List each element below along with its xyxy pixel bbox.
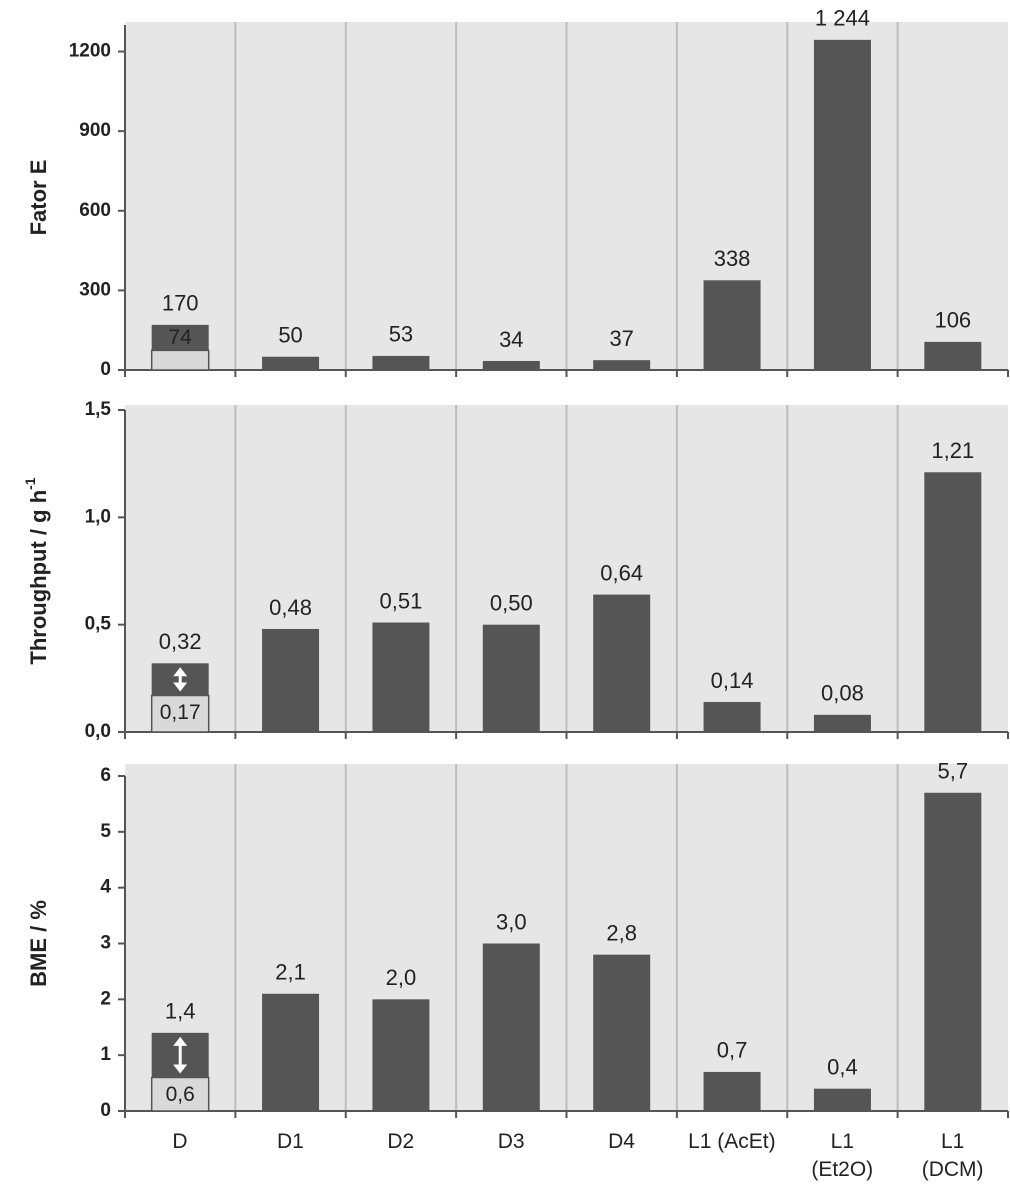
y-tick-label: 3 <box>100 933 111 954</box>
value-label: 0,32 <box>159 629 202 654</box>
x-tick-label: D4 <box>608 1130 635 1153</box>
value-label: 2,1 <box>275 960 306 985</box>
value-label: 106 <box>934 308 971 333</box>
bar <box>703 701 761 732</box>
bar <box>482 943 540 1111</box>
value-label: 2,8 <box>606 920 637 945</box>
value-label: 0,14 <box>711 668 754 693</box>
y-axis-label: Throughput / g h-1 <box>22 477 51 664</box>
value-label: 2,0 <box>386 965 417 990</box>
inner-value-label: 0,6 <box>166 1083 195 1106</box>
y-tick-label: 300 <box>79 279 111 300</box>
y-tick-label: 1 <box>100 1044 111 1065</box>
y-tick-label: 0,5 <box>85 614 112 635</box>
bar <box>262 993 320 1111</box>
value-label: 0,7 <box>717 1038 748 1063</box>
bar <box>593 360 651 370</box>
x-tick-label: D3 <box>497 1130 525 1153</box>
x-tick-label: D <box>172 1130 188 1153</box>
bar <box>262 628 320 732</box>
y-tick-label: 0 <box>100 1100 111 1121</box>
bar <box>372 999 430 1111</box>
y-tick-label: 1,5 <box>85 399 112 420</box>
inner-bar <box>150 1076 210 1112</box>
x-tick-label: L1 (DCM) <box>921 1130 984 1181</box>
inner-bar <box>150 694 210 733</box>
y-tick-label: 1200 <box>69 41 111 62</box>
arrow-head <box>173 682 188 692</box>
bar <box>593 954 651 1111</box>
y-axis-label: Fator E <box>26 160 51 236</box>
x-tick-label: L1 (AcEt) <box>688 1130 776 1153</box>
value-label: 53 <box>389 322 413 347</box>
value-label: 1 244 <box>815 6 870 31</box>
y-axis-label: BME / % <box>26 900 51 987</box>
x-tick-label: D2 <box>387 1130 415 1153</box>
bar <box>703 280 761 370</box>
value-label: 37 <box>609 326 633 351</box>
x-tick-label: D1 <box>276 1130 304 1153</box>
value-label: 0,64 <box>600 560 643 585</box>
value-label: 170 <box>162 291 199 316</box>
bar <box>813 714 871 732</box>
value-label: 0,48 <box>269 595 312 620</box>
bar <box>482 360 540 370</box>
y-axis-label-superscript: -1 <box>22 477 38 490</box>
bar <box>372 355 430 370</box>
value-label: 50 <box>278 323 302 348</box>
bar <box>813 1088 871 1111</box>
bar <box>372 622 430 732</box>
y-tick-label: 6 <box>100 765 111 786</box>
y-tick-label: 4 <box>100 877 111 898</box>
value-label: 0,50 <box>490 590 533 615</box>
y-tick-label: 5 <box>100 821 111 842</box>
inner-value-label: 74 <box>169 326 193 349</box>
value-label: 34 <box>499 327 523 352</box>
bar <box>482 624 540 732</box>
arrow-head <box>173 1036 188 1046</box>
bar <box>924 792 982 1111</box>
arrow-head <box>173 1064 188 1074</box>
value-label: 1,21 <box>931 438 974 463</box>
y-axis-label-text: BME / % <box>26 900 51 987</box>
bar <box>924 341 982 370</box>
bar <box>813 39 871 370</box>
y-axis-label-text: Throughput / g h <box>26 490 51 665</box>
inner-bar <box>150 349 210 371</box>
value-label: 0,51 <box>380 588 423 613</box>
value-label: 3,0 <box>496 909 527 934</box>
bar <box>593 594 651 732</box>
x-tick-label: L1 (Et2O) <box>811 1130 874 1181</box>
y-tick-label: 600 <box>79 200 111 221</box>
bar <box>924 472 982 732</box>
y-tick-label: 2 <box>100 988 111 1009</box>
value-label: 0,4 <box>827 1054 858 1079</box>
y-tick-label: 900 <box>79 120 111 141</box>
inner-value-label: 0,17 <box>160 701 201 724</box>
value-label: 0,08 <box>821 681 864 706</box>
y-tick-label: 1,0 <box>85 506 111 527</box>
bar <box>262 356 320 370</box>
y-axis-label-text: Fator E <box>26 160 51 236</box>
value-label: 338 <box>714 246 751 271</box>
value-label: 1,4 <box>165 999 196 1024</box>
value-label: 5,7 <box>938 759 969 784</box>
y-tick-label: 0,0 <box>85 721 111 742</box>
bar <box>703 1071 761 1111</box>
arrow-head <box>173 667 188 677</box>
y-tick-label: 0 <box>100 359 111 380</box>
